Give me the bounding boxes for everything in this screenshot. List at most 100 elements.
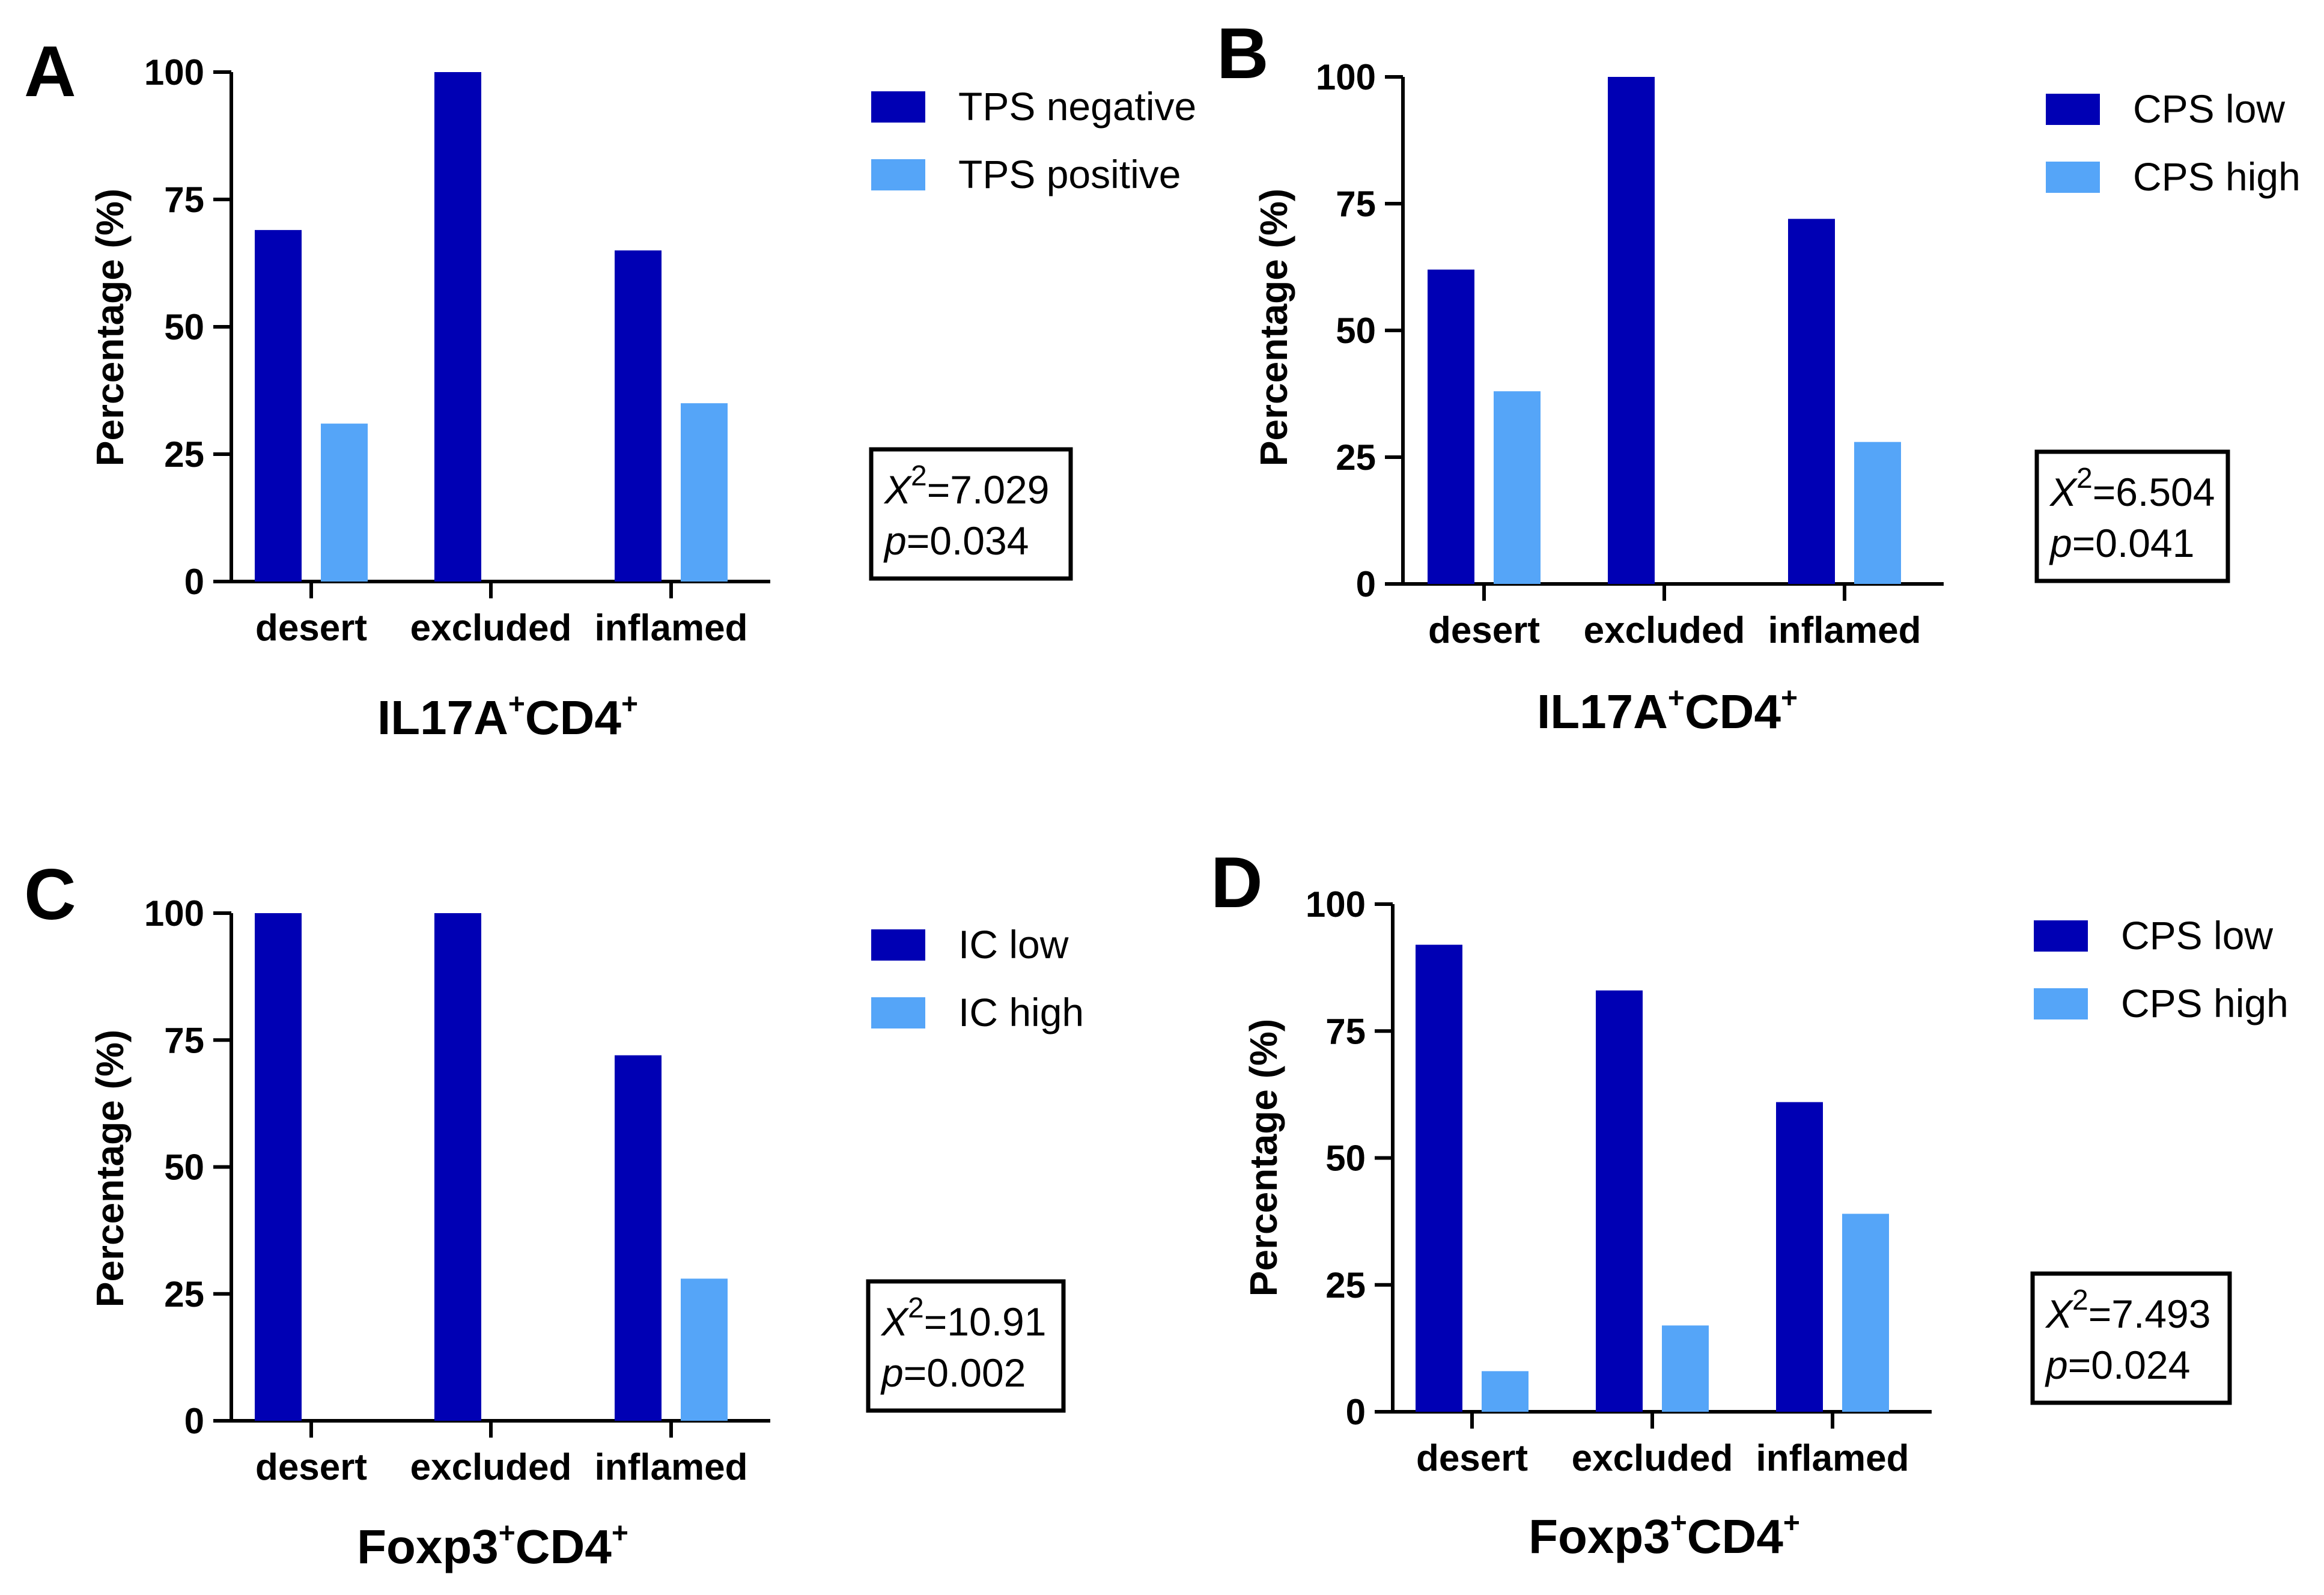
panel-a-bar	[681, 403, 728, 582]
panel-c-legend-label: IC high	[958, 990, 1084, 1034]
panel-b-bar	[1854, 442, 1901, 584]
panel-c-y-label: Percentage (%)	[88, 1030, 132, 1307]
panel-a-chi-exp: 2	[911, 460, 927, 492]
panel-d-legend-swatch	[2034, 988, 2088, 1019]
panel-d-x-title: Foxp3+CD4+	[1529, 1507, 1800, 1563]
panel-a-legend-label: TPS positive	[958, 152, 1181, 196]
panel-c-x-title-sup2: +	[612, 1518, 628, 1549]
panel-a-y-tick-label: 25	[164, 434, 204, 475]
panel-d: D 0 25 50 75 100 desert excluded inflamed Percent…	[1211, 842, 2289, 1563]
panel-d-p-number: =0.024	[2068, 1343, 2191, 1387]
panel-c-stat-box	[866, 1279, 1066, 1413]
panel-c-x-title-sup1: +	[499, 1518, 516, 1549]
panel-d-bar	[1596, 990, 1643, 1412]
panel-d-y-tick-label: 75	[1325, 1011, 1366, 1051]
panel-c-bar	[255, 913, 302, 1421]
panel-c-category-label: inflamed	[595, 1447, 748, 1488]
panel-c-category-label: desert	[255, 1447, 367, 1488]
panel-b-bar	[1608, 77, 1655, 584]
panel-a-bar	[255, 229, 302, 582]
panel-c-y-tick-label: 0	[184, 1401, 204, 1441]
panel-c-p-number: =0.002	[904, 1350, 1026, 1395]
panel-d-y-label: Percentage (%)	[1242, 1019, 1285, 1296]
panel-c-letter: C	[24, 854, 76, 935]
panel-c: C 0 25 50 75 100 desert excluded inflamed Percent…	[24, 854, 1084, 1573]
panel-b-bar	[1428, 269, 1474, 585]
panel-b-p-number: =0.041	[2072, 521, 2195, 565]
panel-d-category-label: excluded	[1572, 1438, 1733, 1479]
panel-b-category-label: inflamed	[1768, 610, 1921, 651]
panel-a-y-tick-label: 0	[184, 562, 204, 602]
panel-d-legend-label: CPS low	[2121, 913, 2273, 958]
panel-b-chi-value: =6.504	[2093, 470, 2215, 514]
panel-a-bar	[615, 250, 662, 582]
panel-b-x-title: IL17A+CD4+	[1537, 682, 1798, 738]
panel-d-chi-exp: 2	[2072, 1284, 2088, 1316]
panel-d-category-label: desert	[1416, 1438, 1528, 1479]
panel-a-legend-swatch	[871, 159, 925, 190]
panel-d-y-tick-label: 0	[1346, 1392, 1366, 1432]
panel-c-chi-symbol: X	[880, 1299, 910, 1344]
panel-a-p-value: p=0.034	[883, 518, 1029, 563]
panel-b: B 0 25 50 75 100 desert excluded inflamed Percent…	[1217, 13, 2301, 738]
panel-a-legend-swatch	[871, 91, 925, 123]
panel-c-y-tick-label: 75	[164, 1020, 204, 1060]
panel-a-x-title-sup2: +	[621, 688, 638, 720]
panel-d-chi-value: =7.493	[2088, 1292, 2211, 1336]
panel-c-chi-value: =10.91	[924, 1299, 1047, 1344]
panel-d-x-title-sup2: +	[1783, 1507, 1800, 1539]
panel-a-y-label: Percentage (%)	[88, 189, 132, 466]
panel-d-y-tick-label: 25	[1325, 1265, 1366, 1305]
panel-b-y-tick-label: 75	[1336, 184, 1376, 224]
panel-b-y-tick-label: 0	[1356, 564, 1376, 604]
panel-b-category-label: desert	[1428, 610, 1540, 651]
panel-b-x-title-sup1: +	[1668, 682, 1685, 714]
panel-c-x-title-mid: CD4	[516, 1520, 612, 1573]
panel-b-x-title-mid: CD4	[1685, 685, 1781, 738]
panel-a-p-number: =0.034	[907, 518, 1029, 563]
panel-a-chi-square: X2=7.029	[883, 460, 1049, 512]
panel-b-legend-swatch	[2046, 94, 2100, 125]
panel-b-legend-swatch	[2046, 162, 2100, 193]
panel-b-y-tick-label: 50	[1336, 311, 1376, 351]
panel-c-y-tick-label: 25	[164, 1274, 204, 1314]
panel-c-bar	[615, 1055, 662, 1421]
panel-d-bar	[1416, 944, 1462, 1412]
panel-c-legend-swatch	[871, 997, 925, 1028]
panel-b-y-label: Percentage (%)	[1252, 189, 1295, 466]
panel-b-bar	[1788, 219, 1835, 584]
panel-a-category-label: excluded	[410, 607, 572, 649]
panel-a-bar	[321, 424, 368, 582]
panel-c-chi-exp: 2	[908, 1292, 924, 1324]
panel-d-chi-square: X2=7.493	[2045, 1284, 2210, 1336]
panel-d-category-label: inflamed	[1756, 1438, 1909, 1479]
panel-a-y-tick-label: 100	[144, 52, 204, 93]
panel-b-letter: B	[1217, 13, 1269, 94]
panel-a-letter: A	[24, 31, 76, 112]
panel-b-legend-label: CPS low	[2133, 87, 2285, 131]
panel-a-y-tick-label: 50	[164, 307, 204, 347]
panel-b-chi-exp: 2	[2076, 463, 2093, 494]
panel-d-y-tick-label: 100	[1306, 884, 1366, 925]
panel-d-x-title-mid: CD4	[1687, 1510, 1784, 1563]
panel-b-x-title-sup2: +	[1781, 682, 1798, 714]
panel-c-bar	[434, 913, 481, 1421]
panel-d-bar	[1776, 1102, 1823, 1412]
panel-d-y-tick-label: 50	[1325, 1138, 1366, 1179]
panel-a-category-label: inflamed	[595, 607, 748, 649]
panel-a-y-tick-label: 75	[164, 180, 204, 220]
panel-a-p-symbol: p	[883, 518, 907, 563]
panel-b-stat-box	[2034, 449, 2230, 583]
panel-d-legend-swatch	[2034, 920, 2088, 952]
panel-d-legend-label: CPS high	[2121, 981, 2289, 1025]
panel-d-letter: D	[1211, 842, 1263, 923]
panel-d-x-title-main: Foxp3	[1529, 1510, 1670, 1563]
panel-b-chi-square: X2=6.504	[2049, 463, 2215, 514]
panel-d-chi-symbol: X	[2045, 1292, 2074, 1336]
panel-b-legend-label: CPS high	[2133, 154, 2301, 199]
panel-a: A 0 25 50 75 100 desert excluded inflamed Percent…	[24, 31, 1196, 744]
panel-d-bar	[1662, 1325, 1709, 1412]
panel-d-stat-box	[2030, 1271, 2232, 1405]
panel-d-x-title-sup1: +	[1670, 1507, 1687, 1539]
